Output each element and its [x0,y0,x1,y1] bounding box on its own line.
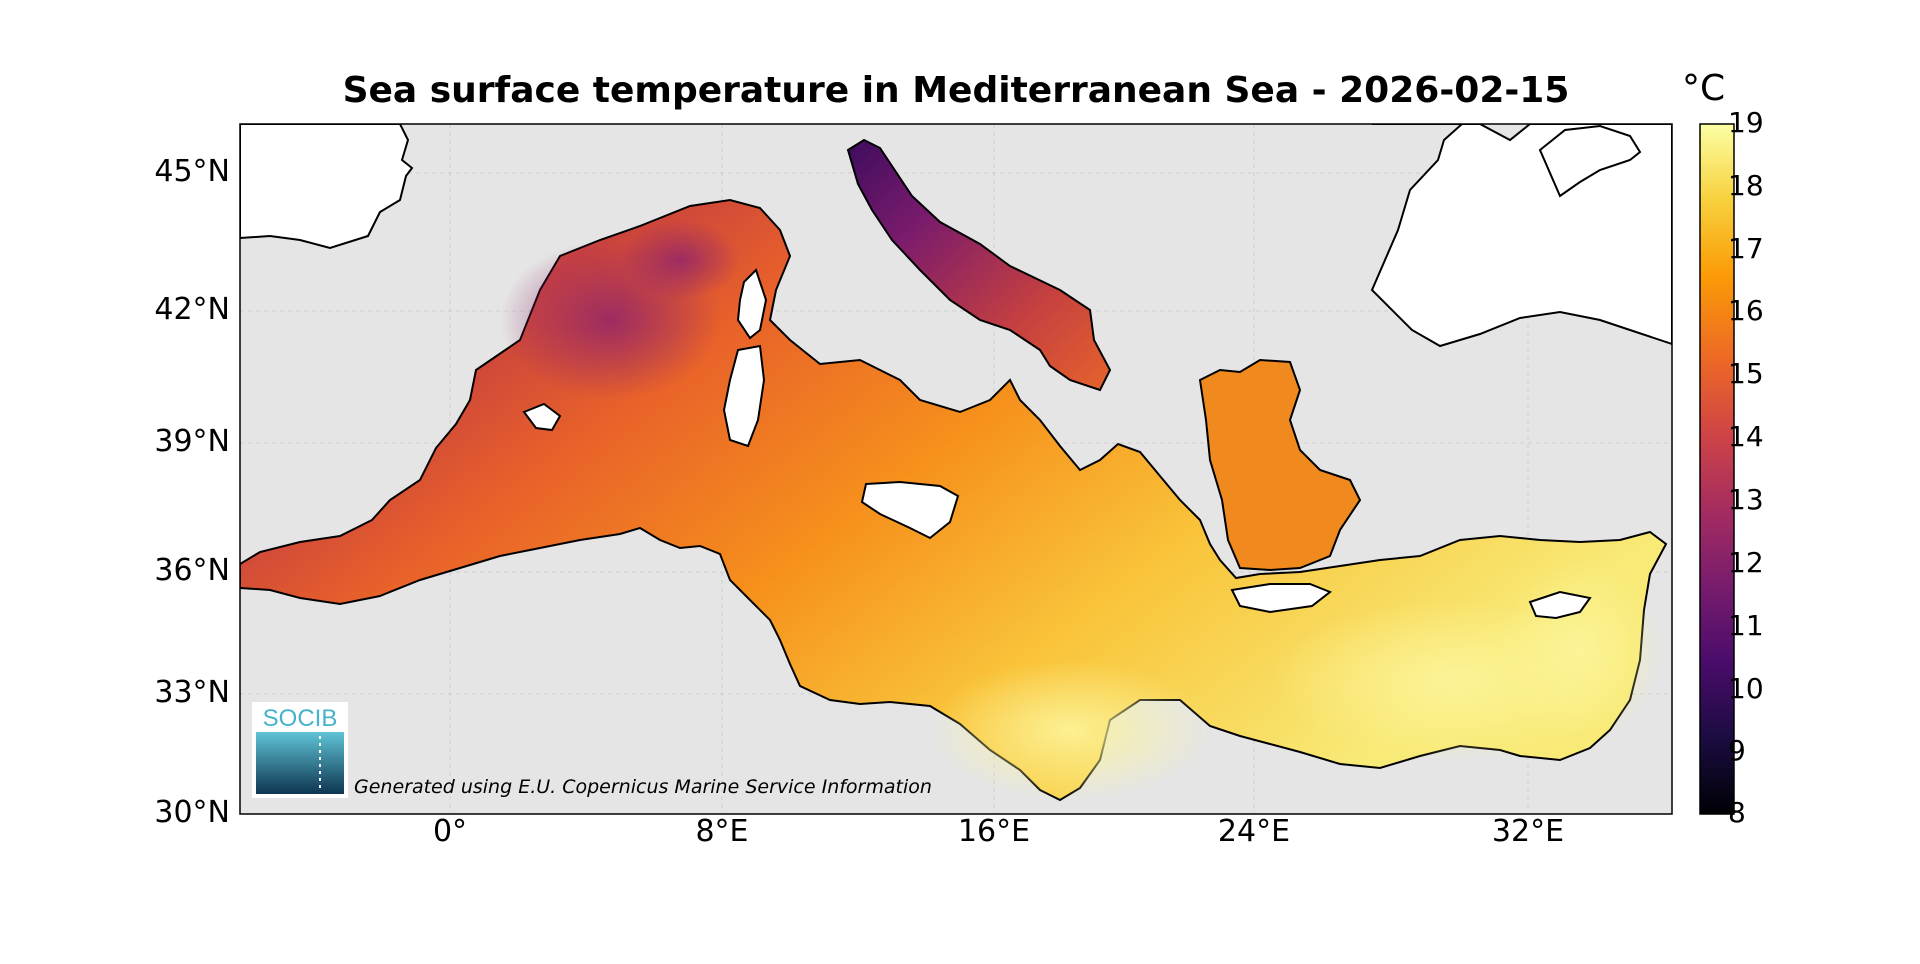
socib-logo: SOCIB [252,702,348,798]
warm-patch-egypt [1500,560,1660,740]
colorbar-tick-19: 19 [1728,106,1764,139]
lat-label-39: 39°N [154,424,230,459]
lon-label-24e: 24°E [1217,814,1291,849]
lat-label-33: 33°N [154,675,230,710]
colorbar-tick-14: 14 [1728,420,1764,453]
island-sicily [860,480,960,540]
island-mallorca [522,402,562,432]
sea-adriatic [846,138,1112,392]
colorbar-tick-16: 16 [1728,294,1764,327]
svg-text:SOCIB: SOCIB [263,705,338,732]
island-corsica [736,268,768,340]
land-france [240,124,414,250]
lon-label-0: 0° [432,814,468,849]
lat-label-42: 42°N [154,292,230,327]
island-sardinia [722,344,766,448]
copernicus-credit: Generated using E.U. Copernicus Marine S… [354,776,932,798]
lat-label-36: 36°N [154,553,230,588]
sea-aegean [1198,358,1362,572]
colorbar [1699,123,1735,815]
colorbar-unit: °C [1682,68,1726,109]
islands [522,268,1592,620]
land-crimea [1538,124,1642,198]
colorbar-tick-12: 12 [1728,546,1764,579]
land-balkans [1370,124,1672,348]
colorbar-tick-15: 15 [1728,357,1764,390]
island-crete [1230,583,1332,614]
lon-label-16e: 16°E [957,814,1031,849]
colorbar-tick-10: 10 [1728,672,1764,705]
cold-patch-ligurian [620,220,740,300]
colorbar-tick-8: 8 [1728,796,1746,829]
colorbar-tick-11: 11 [1728,609,1764,642]
colorbar-tick-9: 9 [1728,734,1746,767]
lon-label-8e: 8°E [695,814,749,849]
lon-label-32e: 32°E [1491,814,1565,849]
map-title: Sea surface temperature in Mediterranean… [342,70,1570,111]
plot-frame [239,123,1673,815]
lat-label-30: 30°N [154,795,230,830]
colorbar-tick-17: 17 [1728,232,1764,265]
lat-label-45: 45°N [154,154,230,189]
island-cyprus [1528,590,1592,620]
warm-patch-libya [930,660,1210,800]
colorbar-tick-18: 18 [1728,169,1764,202]
colorbar-tick-13: 13 [1728,483,1764,516]
